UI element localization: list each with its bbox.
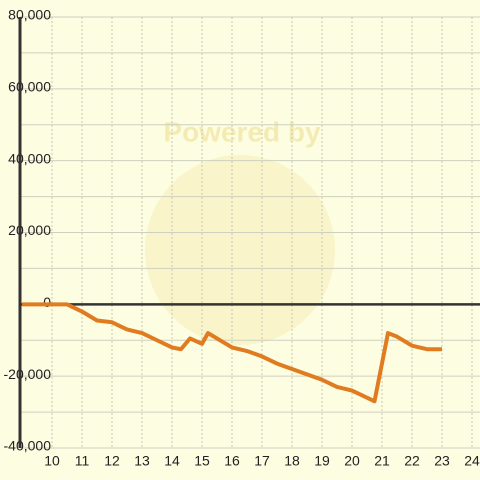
y-tick-label: 80,000: [8, 7, 51, 23]
y-tick-label: 20,000: [8, 222, 51, 238]
x-tick-label: 18: [284, 453, 300, 469]
x-tick-label: 16: [224, 453, 240, 469]
x-tick-label: 12: [104, 453, 120, 469]
x-tick-label: 24: [464, 453, 480, 469]
data-line: [22, 302, 442, 404]
x-tick-label: 11: [75, 453, 90, 469]
x-tick-label: 23: [434, 453, 450, 469]
x-tick-label: 15: [194, 453, 210, 469]
y-tick-label: 0: [43, 294, 51, 310]
x-tick-label: 17: [254, 453, 270, 469]
watermark-logo: [145, 155, 335, 345]
y-tick-label: -40,000: [4, 438, 52, 454]
x-tick-label: 20: [344, 453, 360, 469]
x-tick-label: 14: [164, 453, 180, 469]
x-tick-label: 21: [374, 453, 390, 469]
x-tick-label: 19: [314, 453, 330, 469]
y-tick-label: -20,000: [4, 366, 52, 382]
y-tick-label: 60,000: [8, 79, 51, 95]
watermark: Powered by: [163, 116, 321, 147]
x-tick-label: 10: [44, 453, 60, 469]
y-tick-label: 40,000: [8, 150, 51, 166]
x-tick-label: 13: [134, 453, 150, 469]
x-tick-label: 22: [404, 453, 420, 469]
